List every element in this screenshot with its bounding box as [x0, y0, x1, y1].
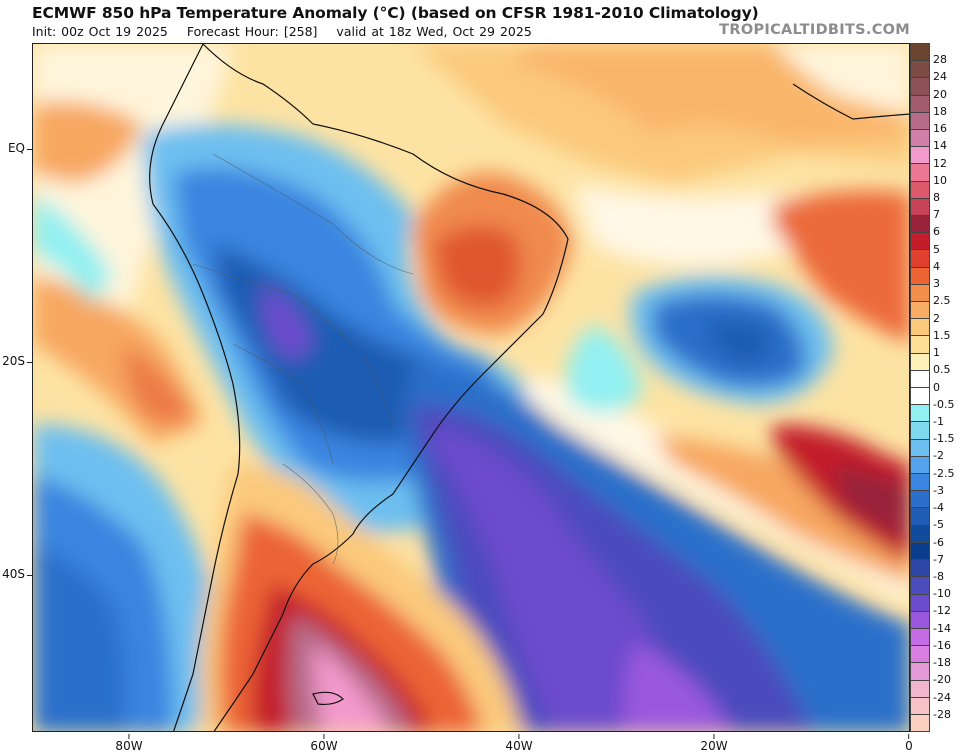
brand-watermark: TROPICALTIDBITS.COM [719, 22, 910, 38]
colorbar-swatch [911, 611, 929, 629]
colorbar-label: -28 [933, 707, 951, 721]
colorbar-label: -24 [933, 690, 951, 704]
colorbar-label: -2 [933, 449, 944, 463]
colorbar-label: 0 [933, 380, 940, 394]
colorbar-swatch [911, 439, 929, 457]
colorbar-swatch [911, 456, 929, 475]
colorbar-label: -16 [933, 638, 951, 652]
x-tick-80w: 80W [115, 734, 143, 753]
colorbar-swatch [911, 112, 929, 131]
colorbar-swatch [911, 663, 929, 681]
colorbar-label: 3 [933, 277, 940, 291]
y-tick-40s: 40S [0, 567, 32, 581]
colorbar-label: 0.5 [933, 363, 951, 377]
colorbar-label: -6 [933, 535, 944, 549]
colorbar-label: -20 [933, 673, 951, 687]
colorbar-swatch [911, 646, 929, 664]
colorbar-label: 5 [933, 242, 940, 256]
colorbar-label: 6 [933, 225, 940, 239]
colorbar-swatch [911, 405, 929, 423]
forecast-hour: Forecast Hour: [258] [186, 24, 318, 39]
colorbar-swatch [911, 474, 929, 492]
valid-time: valid at 18z Wed, Oct 29 2025 [336, 24, 532, 39]
colorbar-label: -3 [933, 483, 944, 497]
borders [192, 153, 414, 565]
y-tick-20s: 20S [0, 354, 32, 368]
colorbar-label: 14 [933, 139, 947, 153]
colorbar-label: -0.5 [933, 397, 955, 411]
colorbar-swatch [911, 147, 929, 165]
colorbar-label: 7 [933, 208, 940, 222]
colorbar-swatch [911, 680, 929, 698]
colorbar-swatch [911, 181, 929, 199]
colorbar-label: 1.5 [933, 328, 951, 342]
map-title: ECMWF 850 hPa Temperature Anomaly (°C) (… [32, 4, 759, 22]
x-tick-20w: 20W [700, 734, 728, 753]
colorbar-swatch [911, 44, 929, 62]
colorbar-swatch [911, 302, 929, 320]
colorbar-swatch [911, 198, 929, 217]
colorbar-label: 18 [933, 104, 947, 118]
colorbar-swatch [911, 164, 929, 182]
colorbar-swatch [911, 284, 929, 303]
colorbar-label: 12 [933, 156, 947, 170]
colorbar-label: -10 [933, 587, 951, 601]
colorbar-swatch [911, 267, 929, 285]
y-tick-eq: EQ [0, 141, 32, 155]
colorbar-label: -8 [933, 569, 944, 583]
colorbar-swatch [911, 525, 929, 543]
colorbar [910, 43, 930, 732]
colorbar-label: 16 [933, 122, 947, 136]
x-tick-0: 0 [905, 734, 913, 753]
colorbar-swatch [911, 697, 929, 715]
colorbar-label: -18 [933, 656, 951, 670]
colorbar-swatch [911, 78, 929, 96]
colorbar-swatch [911, 714, 929, 732]
coastlines [149, 44, 909, 731]
colorbar-swatch [911, 388, 929, 406]
anomaly-map [32, 43, 910, 732]
colorbar-label: 2 [933, 311, 940, 325]
colorbar-label: 2.5 [933, 294, 951, 308]
colorbar-label: 8 [933, 191, 940, 205]
colorbar-label: -4 [933, 501, 944, 515]
colorbar-label: 1 [933, 346, 940, 360]
colorbar-label: -12 [933, 604, 951, 618]
colorbar-label: 24 [933, 70, 947, 84]
colorbar-swatch [911, 95, 929, 113]
anomaly-field [33, 44, 909, 731]
colorbar-swatch [911, 370, 929, 389]
map-subtitle: Init: 00z Oct 19 2025 Forecast Hour: [25… [32, 24, 546, 39]
colorbar-swatch [911, 130, 929, 148]
colorbar-label: -14 [933, 621, 951, 635]
colorbar-label: -5 [933, 518, 944, 532]
colorbar-swatch [911, 216, 929, 234]
colorbar-label: -2.5 [933, 466, 955, 480]
colorbar-swatch [911, 422, 929, 440]
colorbar-label: 20 [933, 87, 947, 101]
init-time: Init: 00z Oct 19 2025 [32, 24, 168, 39]
colorbar-swatch [911, 233, 929, 251]
colorbar-swatch [911, 594, 929, 612]
colorbar-swatch [911, 560, 929, 578]
colorbar-swatch [911, 577, 929, 595]
colorbar-label: 28 [933, 53, 947, 67]
colorbar-swatch [911, 628, 929, 647]
colorbar-swatch [911, 542, 929, 561]
colorbar-label: 10 [933, 173, 947, 187]
colorbar-swatch [911, 319, 929, 337]
colorbar-label: 4 [933, 259, 940, 273]
colorbar-label: -7 [933, 552, 944, 566]
colorbar-swatch [911, 353, 929, 371]
colorbar-swatch [911, 491, 929, 509]
colorbar-label: -1 [933, 414, 944, 428]
colorbar-swatch [911, 336, 929, 354]
colorbar-swatch [911, 250, 929, 268]
x-tick-60w: 60W [310, 734, 338, 753]
colorbar-swatch [911, 508, 929, 526]
colorbar-label: -1.5 [933, 432, 955, 446]
x-tick-40w: 40W [505, 734, 533, 753]
colorbar-swatch [911, 61, 929, 79]
